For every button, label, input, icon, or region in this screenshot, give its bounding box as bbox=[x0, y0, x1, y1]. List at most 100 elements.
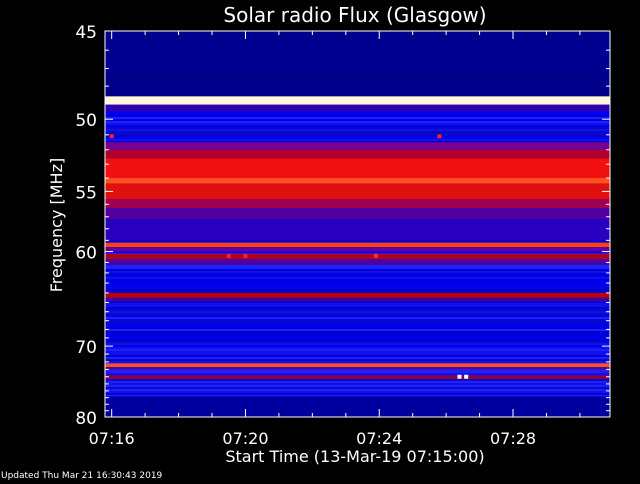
emission-band bbox=[105, 178, 610, 184]
burst-spot bbox=[226, 253, 231, 258]
x-tick-label: 07:16 bbox=[89, 429, 135, 448]
emission-band bbox=[105, 68, 610, 97]
emission-band bbox=[105, 375, 610, 379]
emission-band bbox=[105, 396, 610, 417]
channel-row bbox=[105, 327, 610, 329]
emission-band bbox=[105, 183, 610, 200]
channel-row bbox=[105, 241, 610, 243]
y-tick-label: 55 bbox=[75, 183, 97, 203]
emission-band bbox=[105, 96, 610, 105]
channel-row bbox=[105, 343, 610, 345]
emission-band bbox=[105, 292, 610, 298]
emission-band bbox=[105, 208, 610, 220]
y-tick-label: 80 bbox=[75, 409, 97, 429]
channel-row bbox=[105, 339, 610, 341]
channel-row bbox=[105, 273, 610, 275]
channel-row bbox=[105, 271, 610, 273]
plot-area bbox=[105, 31, 610, 417]
emission-band bbox=[105, 367, 610, 370]
channel-row bbox=[105, 131, 610, 133]
emission-band bbox=[105, 297, 610, 302]
channel-row bbox=[105, 347, 610, 349]
channel-row bbox=[105, 303, 610, 305]
channel-row bbox=[105, 323, 610, 325]
burst-spot bbox=[243, 253, 248, 258]
channel-row bbox=[105, 355, 610, 357]
channel-row bbox=[105, 359, 610, 361]
channel-row bbox=[105, 345, 610, 347]
channel-row bbox=[105, 285, 610, 287]
channel-row bbox=[105, 361, 610, 363]
burst-spot bbox=[457, 374, 462, 379]
channel-row bbox=[105, 283, 610, 285]
emission-band bbox=[105, 247, 610, 252]
channel-row bbox=[105, 287, 610, 289]
x-axis-label: Start Time (13-Mar-19 07:15:00) bbox=[225, 447, 484, 466]
channel-row bbox=[105, 269, 610, 271]
channel-row bbox=[105, 125, 610, 127]
channel-row bbox=[105, 119, 610, 121]
plot-frame bbox=[104, 30, 611, 418]
channel-row bbox=[105, 385, 610, 387]
channel-row bbox=[105, 135, 610, 137]
x-tick-label: 07:24 bbox=[356, 429, 402, 448]
channel-row bbox=[105, 335, 610, 337]
channel-row bbox=[105, 289, 610, 291]
channel-row bbox=[105, 267, 610, 269]
burst-spot bbox=[373, 253, 378, 258]
emission-band bbox=[105, 158, 610, 179]
emission-band bbox=[105, 104, 610, 112]
channel-row bbox=[105, 349, 610, 351]
emission-band bbox=[105, 149, 610, 159]
channel-row bbox=[105, 313, 610, 315]
channel-row bbox=[105, 379, 610, 381]
channel-row bbox=[105, 329, 610, 331]
channel-row bbox=[105, 141, 610, 143]
burst-spot bbox=[109, 134, 114, 139]
channel-row bbox=[105, 311, 610, 313]
emission-band bbox=[105, 363, 610, 368]
channel-row bbox=[105, 111, 610, 113]
emission-band bbox=[105, 142, 610, 150]
channel-row bbox=[105, 113, 610, 115]
channel-row bbox=[105, 383, 610, 385]
channel-row bbox=[105, 133, 610, 135]
channel-row bbox=[105, 373, 610, 375]
channel-row bbox=[105, 123, 610, 125]
channel-row bbox=[105, 381, 610, 383]
channel-row bbox=[105, 353, 610, 355]
channel-row bbox=[105, 391, 610, 393]
channel-row bbox=[105, 275, 610, 277]
channel-row bbox=[105, 307, 610, 309]
channel-row bbox=[105, 337, 610, 339]
channel-row bbox=[105, 321, 610, 323]
channel-row bbox=[105, 291, 610, 293]
channel-row bbox=[105, 351, 610, 353]
channel-row bbox=[105, 369, 610, 371]
emission-band bbox=[105, 242, 610, 248]
channel-row bbox=[105, 317, 610, 319]
x-tick-label: 07:20 bbox=[222, 429, 268, 448]
channel-row bbox=[105, 277, 610, 279]
channel-row bbox=[105, 139, 610, 141]
channel-row bbox=[105, 393, 610, 395]
channel-row bbox=[105, 279, 610, 281]
channel-row bbox=[105, 371, 610, 373]
chart-title: Solar radio Flux (Glasgow) bbox=[223, 3, 486, 27]
burst-spot bbox=[464, 374, 469, 379]
emission-band bbox=[105, 219, 610, 241]
channel-row bbox=[105, 315, 610, 317]
channel-row bbox=[105, 281, 610, 283]
channel-row bbox=[105, 333, 610, 335]
y-tick-label: 45 bbox=[75, 23, 97, 43]
channel-row bbox=[105, 265, 610, 267]
y-tick-label: 50 bbox=[75, 111, 97, 131]
channel-row bbox=[105, 305, 610, 307]
updated-timestamp: Updated Thu Mar 21 16:30:43 2019 bbox=[1, 471, 163, 480]
channel-row bbox=[105, 129, 610, 131]
channel-row bbox=[105, 309, 610, 311]
channel-row bbox=[105, 325, 610, 327]
channel-row bbox=[105, 395, 610, 397]
emission-band bbox=[105, 31, 610, 69]
